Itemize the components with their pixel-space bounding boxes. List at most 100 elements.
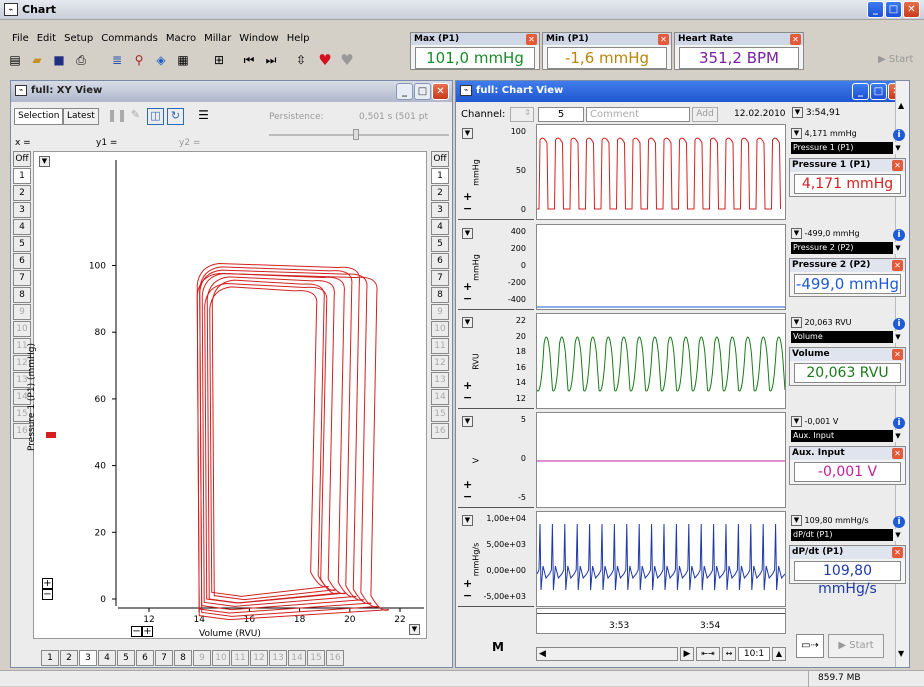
zoom-in-icon[interactable]: + (463, 478, 473, 491)
xy-tab-15[interactable]: 15 (307, 650, 325, 666)
loop-icon[interactable]: ◫ (147, 108, 164, 125)
open-icon[interactable]: ▰ (32, 53, 42, 67)
xy-maximize-button[interactable]: □ (414, 83, 431, 100)
channel-menu-icon[interactable]: ▼ (462, 416, 473, 428)
zoom-out-icon[interactable]: − (463, 292, 473, 305)
heart-red-icon[interactable]: ♥ (318, 51, 332, 69)
xy-tab-4[interactable]: 4 (98, 650, 116, 666)
channel-name-dropdown[interactable]: Pressure 1 (P1) ▼ (791, 142, 903, 154)
minimize-button[interactable]: _ (867, 1, 884, 18)
y-zoom-out-icon[interactable]: − (42, 589, 53, 600)
close-icon[interactable]: ✕ (658, 34, 669, 45)
xy-tab-7[interactable]: 7 (155, 650, 173, 666)
menu-macro[interactable]: Macro (165, 33, 197, 44)
x-channel-15[interactable]: 15 (13, 406, 31, 422)
x-channel-16[interactable]: 16 (13, 423, 31, 439)
info-icon[interactable]: i (893, 417, 905, 429)
x-channel-13[interactable]: 13 (13, 372, 31, 388)
xy-tab-1[interactable]: 1 (41, 650, 59, 666)
y-channel-5[interactable]: 5 (431, 236, 449, 252)
x-channel-12[interactable]: 12 (13, 355, 31, 371)
channel-menu-icon[interactable]: ▼ (462, 128, 473, 140)
y-channel-3[interactable]: 3 (431, 202, 449, 218)
xy-tab-16[interactable]: 16 (326, 650, 344, 666)
xy-tab-8[interactable]: 8 (174, 650, 192, 666)
y-channel-6[interactable]: 6 (431, 253, 449, 269)
xy-minimize-button[interactable]: _ (396, 83, 413, 100)
data-pad-icon[interactable]: ▦ (177, 53, 189, 67)
x-channel-3[interactable]: 3 (13, 202, 31, 218)
y-channel-11[interactable]: 11 (431, 338, 449, 354)
readout-dropdown-icon[interactable]: ▼ (791, 128, 802, 139)
channel-name-dropdown[interactable]: Volume ▼ (791, 331, 903, 343)
new-icon[interactable]: ▤ (9, 53, 21, 67)
y-channel-8[interactable]: 8 (431, 287, 449, 303)
readout-dropdown-icon[interactable]: ▼ (791, 515, 802, 526)
x-off-button[interactable]: Off (13, 151, 31, 167)
info-icon[interactable]: i (893, 229, 905, 241)
x-dropdown-icon[interactable]: ▼ (409, 624, 420, 636)
readout-dropdown-icon[interactable]: ▼ (791, 317, 802, 328)
close-icon[interactable]: ✕ (892, 260, 903, 271)
close-icon[interactable]: ✕ (526, 34, 537, 45)
menu-setup[interactable]: Setup (64, 33, 94, 44)
y-channel-12[interactable]: 12 (431, 355, 449, 371)
xy-tab-12[interactable]: 12 (250, 650, 268, 666)
y-channel-10[interactable]: 10 (431, 321, 449, 337)
channel-name-dropdown[interactable]: Aux. Input ▼ (791, 430, 903, 442)
channel-value[interactable]: 5 (538, 107, 584, 122)
zoom-icon[interactable]: ⚲ (134, 53, 144, 67)
zoom-in-icon[interactable]: + (463, 280, 473, 293)
x-channel-9[interactable]: 9 (13, 304, 31, 320)
xy-icon[interactable]: ◈ (156, 53, 166, 67)
y-off-button[interactable]: Off (431, 151, 449, 167)
zoom-in-icon[interactable]: + (463, 379, 473, 392)
y-channel-2[interactable]: 2 (431, 185, 449, 201)
rewind-icon[interactable]: ⏮ (243, 52, 255, 67)
menu-help[interactable]: Help (286, 33, 310, 44)
zoom-out-icon[interactable]: − (463, 202, 473, 215)
menu-file[interactable]: File (12, 33, 29, 44)
print-icon[interactable]: ⎙ (76, 52, 86, 67)
info-icon[interactable]: i (893, 129, 905, 141)
add-comment-button[interactable]: Add (692, 107, 718, 122)
persistence-slider[interactable] (269, 129, 451, 141)
chart-hscroll[interactable]: ◀ (536, 647, 678, 661)
channel-name-dropdown[interactable]: Pressure 2 (P2) ▼ (791, 242, 903, 254)
chart-minimize-button[interactable]: _ (852, 83, 869, 100)
heart-grey-icon[interactable]: ♥ (340, 51, 354, 69)
close-button[interactable]: ✕ (903, 1, 920, 18)
zoom-out-icon[interactable]: − (463, 589, 473, 602)
y-channel-4[interactable]: 4 (431, 219, 449, 235)
xy-close-button[interactable]: ✕ (432, 83, 449, 100)
readout-dropdown-icon[interactable]: ▼ (791, 228, 802, 239)
y-channel-7[interactable]: 7 (431, 270, 449, 286)
y-dropdown-icon[interactable]: ▼ (39, 156, 50, 168)
y-channel-14[interactable]: 14 (431, 389, 449, 405)
zoom-out-icon[interactable]: − (463, 490, 473, 503)
xy-tab-3[interactable]: 3 (79, 650, 97, 666)
latest-button[interactable]: Latest (63, 108, 99, 125)
menu-commands[interactable]: Commands (101, 33, 158, 44)
menu-window[interactable]: Window (239, 33, 279, 44)
range-icon[interactable]: ↔ (722, 647, 736, 661)
sort-icon[interactable]: ⇳ (295, 53, 307, 67)
record-settings-icon[interactable]: ▭⇢ (796, 634, 824, 658)
xy-tab-13[interactable]: 13 (269, 650, 287, 666)
zoom-out-icon[interactable]: − (463, 391, 473, 404)
y-channel-16[interactable]: 16 (431, 423, 449, 439)
zoom-ratio[interactable]: 10:1 (738, 647, 770, 661)
xy-tab-9[interactable]: 9 (193, 650, 211, 666)
channel-menu-icon[interactable]: ▼ (462, 317, 473, 329)
list-icon[interactable]: ☰ (198, 108, 209, 122)
x-channel-7[interactable]: 7 (13, 270, 31, 286)
pen-icon[interactable]: ✎ (130, 108, 141, 121)
close-icon[interactable]: ✕ (892, 448, 903, 459)
xy-tab-2[interactable]: 2 (60, 650, 78, 666)
x-channel-1[interactable]: 1 (13, 168, 31, 184)
channel-name-dropdown[interactable]: dP/dt (P1) ▼ (791, 529, 903, 541)
calc-icon[interactable]: ⊞ (213, 53, 225, 67)
x-channel-8[interactable]: 8 (13, 287, 31, 303)
chart-maximize-button[interactable]: □ (870, 83, 887, 100)
y-channel-15[interactable]: 15 (431, 406, 449, 422)
